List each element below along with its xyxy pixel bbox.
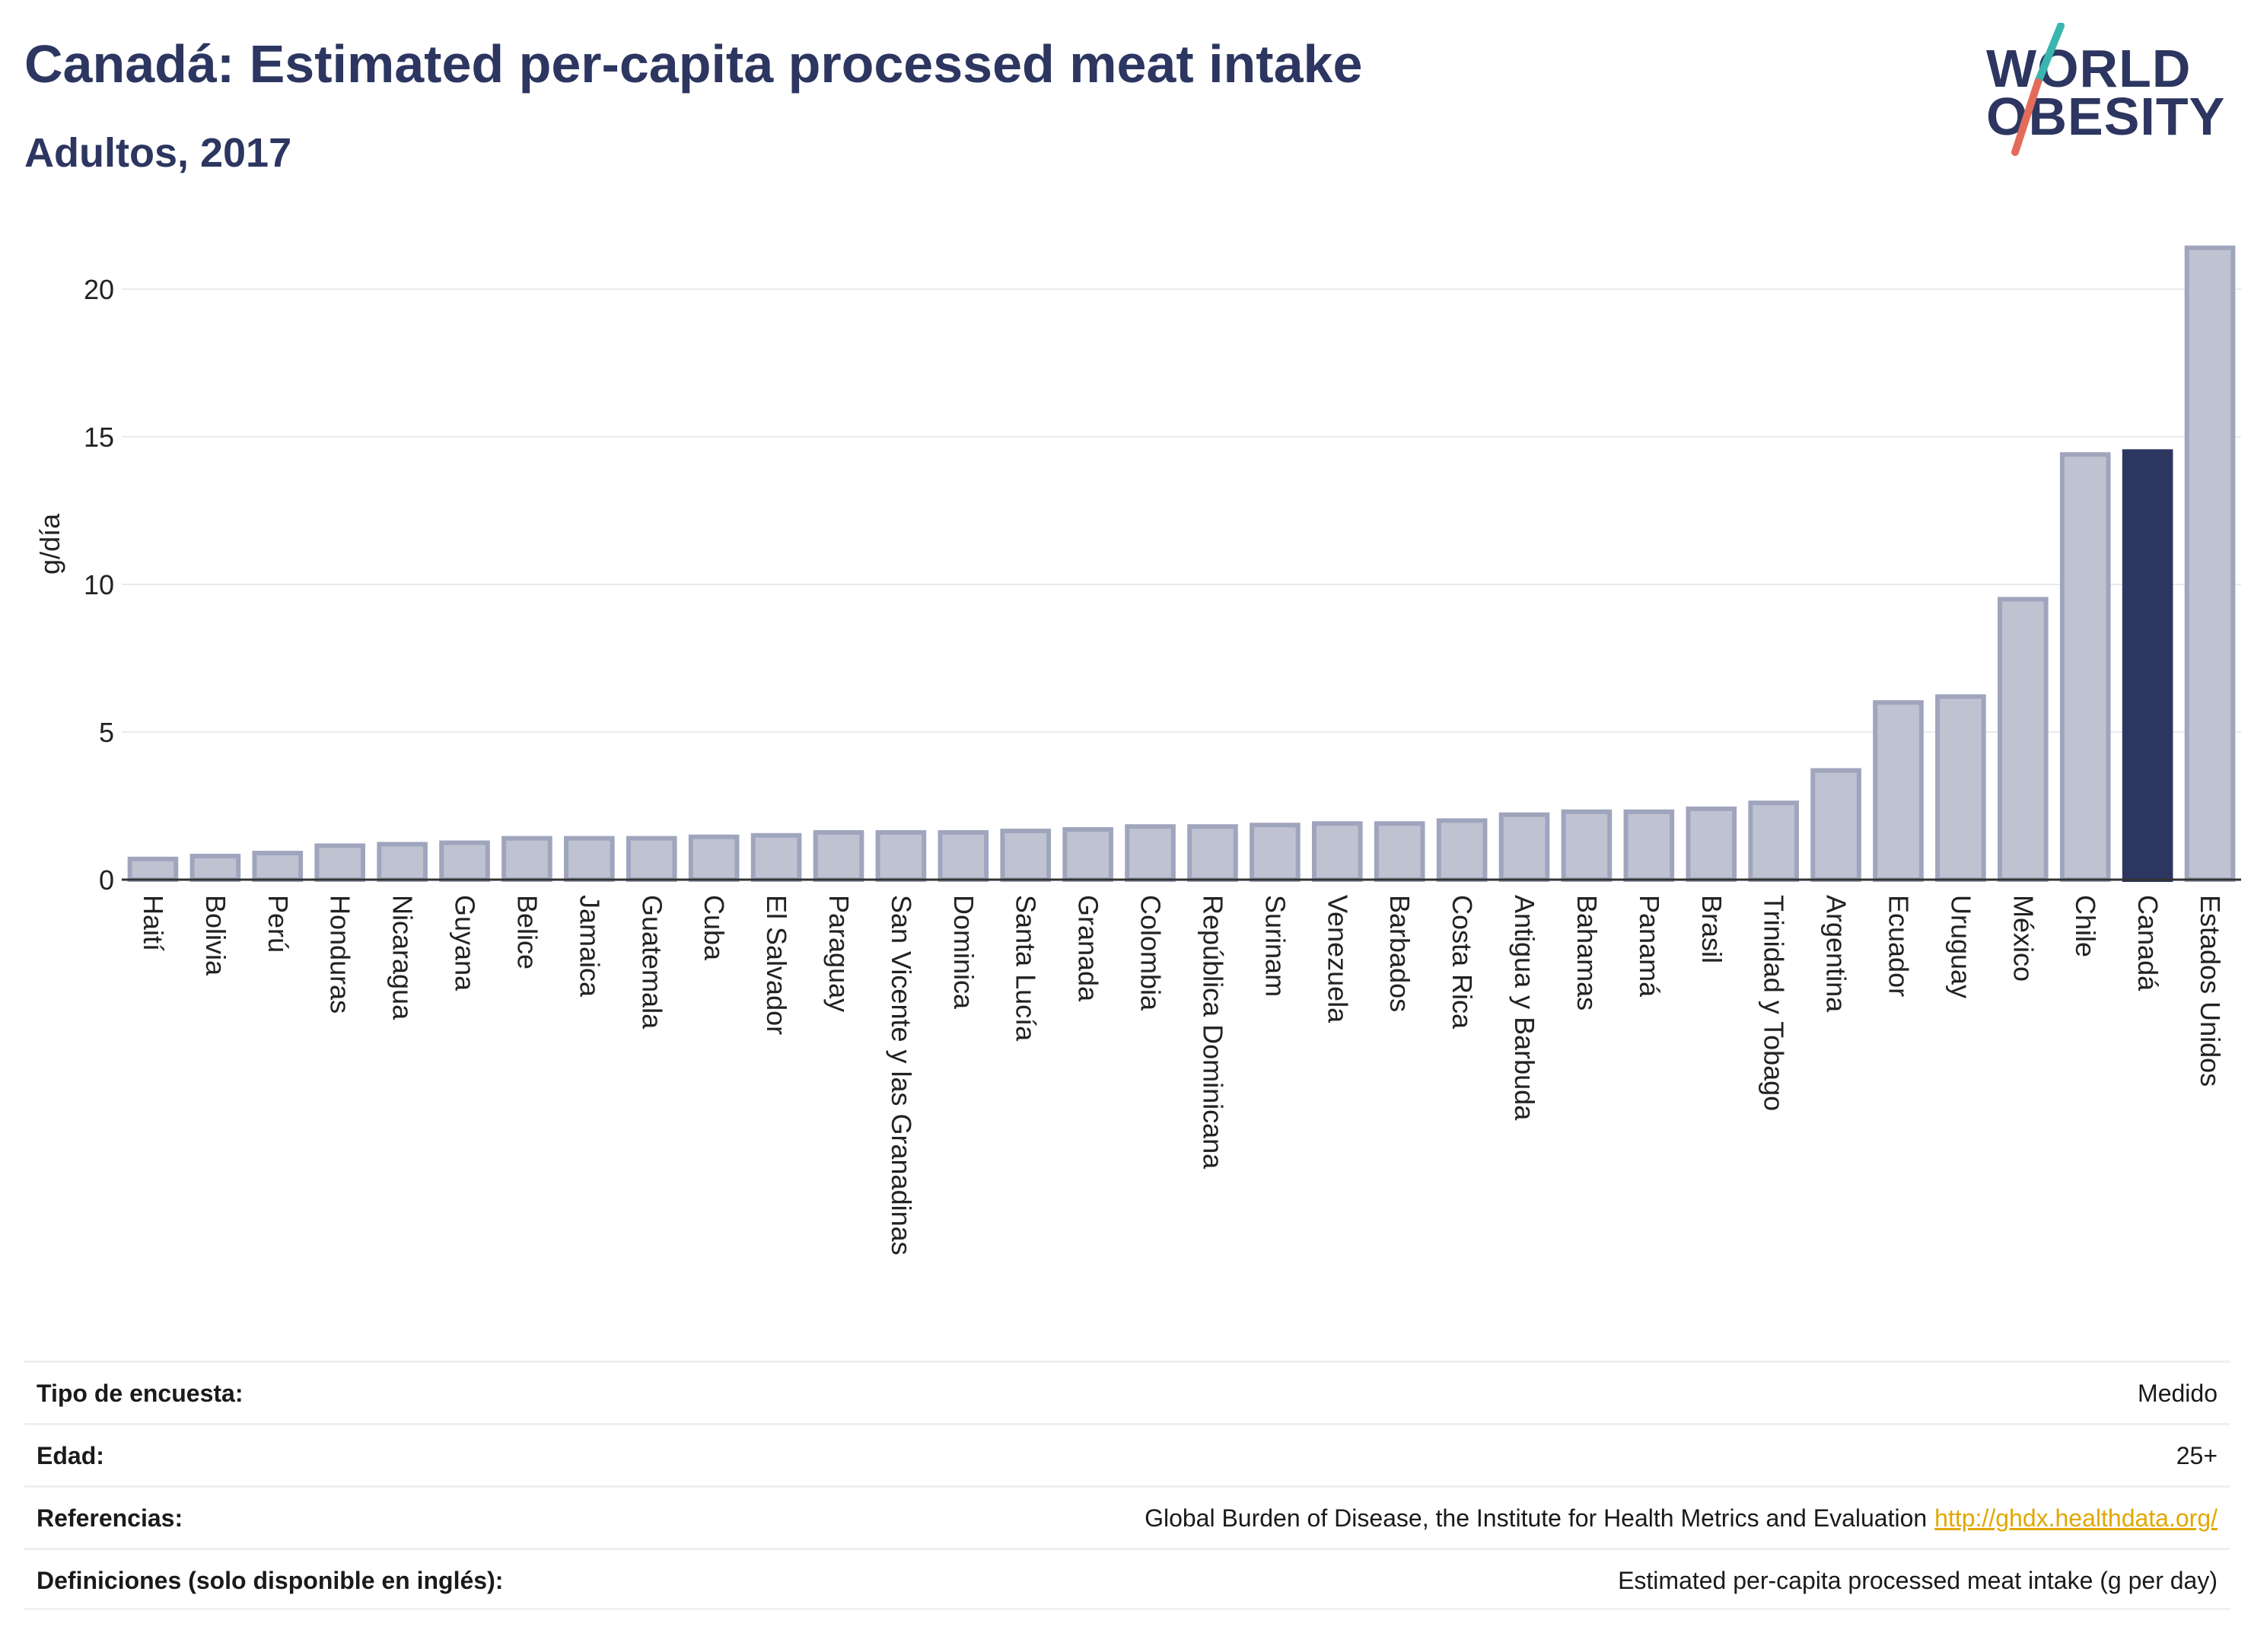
bar	[1311, 821, 1363, 883]
x-tick-label: Cuba	[699, 895, 730, 961]
bar	[1686, 806, 1737, 883]
x-tick-label: Chile	[2070, 895, 2101, 957]
bar	[127, 856, 179, 882]
info-row-references: Referencias: Global Burden of Disease, t…	[24, 1485, 2230, 1548]
reference-link[interactable]: http://ghdx.healthdata.org/	[1934, 1504, 2218, 1532]
bar	[1935, 694, 1986, 882]
x-tick-label: Honduras	[325, 895, 356, 1014]
bar	[1000, 828, 1052, 882]
info-value: Estimated per-capita processed meat inta…	[1618, 1567, 2218, 1594]
bar	[564, 836, 615, 883]
bar	[2059, 452, 2111, 882]
chart-title: Canadá: Estimated per-capita processed m…	[24, 34, 1363, 94]
info-label: Referencias:	[37, 1504, 183, 1532]
x-tick-label: Brasil	[1696, 895, 1727, 963]
x-tick-label: Jamaica	[574, 895, 605, 998]
x-tick-label: Guyana	[450, 895, 481, 992]
bar	[1998, 597, 2049, 883]
x-tick-label: Granada	[1073, 895, 1104, 1002]
info-value: 25+	[2176, 1442, 2218, 1469]
x-tick-label: Dominica	[948, 895, 979, 1010]
bar	[377, 842, 428, 882]
info-row-definitions: Definiciones (solo disponible en inglés)…	[24, 1548, 2230, 1610]
reference-text: Global Burden of Disease, the Institute …	[1145, 1504, 1928, 1532]
bar	[1623, 809, 1675, 883]
bar	[1748, 801, 1799, 882]
bar-chart: 0 5 10 15 20 Haití Bolivia Perú Honduras Nicaragu…	[34, 245, 2241, 1256]
y-tick-label: 20	[84, 274, 114, 305]
x-tick-label: Barbados	[1384, 895, 1415, 1012]
x-tick-label: El Salvador	[761, 895, 792, 1035]
bar	[1250, 823, 1301, 882]
y-tick-label: 15	[84, 422, 114, 453]
bar-highlight	[2122, 449, 2173, 882]
x-tick-label: Argentina	[1821, 895, 1852, 1013]
info-label: Edad:	[37, 1442, 104, 1469]
bar	[1062, 827, 1113, 883]
bar	[1873, 700, 1924, 883]
x-tick-label: Belice	[511, 895, 543, 969]
logo-text-world: WORLD	[1986, 39, 2192, 98]
bar	[813, 829, 864, 883]
bar	[2184, 245, 2236, 882]
bar	[626, 836, 677, 883]
bar	[1810, 768, 1861, 882]
x-tick-label: Guatemala	[636, 895, 667, 1030]
x-tick-label: Nicaragua	[387, 895, 419, 1020]
bar	[501, 836, 552, 883]
info-value: Global Burden of Disease, the Institute …	[1145, 1504, 2218, 1533]
x-tick-label: Bolivia	[200, 895, 231, 976]
x-tick-label: Venezuela	[1322, 895, 1353, 1023]
bar	[938, 829, 989, 883]
y-tick-label: 0	[99, 864, 114, 896]
x-tick-label: Trinidad y Tobago	[1759, 895, 1790, 1111]
x-tick-label: Paraguay	[823, 895, 855, 1012]
bar	[1498, 812, 1550, 883]
bar	[314, 843, 365, 883]
info-value: Medido	[2138, 1380, 2218, 1407]
info-label: Tipo de encuesta:	[37, 1380, 244, 1407]
bar	[252, 851, 304, 882]
info-label: Definiciones (solo disponible en inglés)…	[37, 1567, 504, 1594]
grid-lines	[122, 288, 2241, 733]
info-row-age: Edad: 25+	[24, 1423, 2230, 1485]
x-tick-label: Perú	[263, 895, 294, 953]
x-tick-label: Haití	[138, 895, 169, 951]
bars	[127, 245, 2236, 883]
y-axis-label: g/día	[34, 513, 65, 575]
axes: 0 5 10 15 20 Haití Bolivia Perú Honduras Nicaragu…	[84, 274, 2241, 1256]
bar	[1561, 809, 1613, 883]
bar	[750, 832, 802, 883]
x-tick-label: Costa Rica	[1447, 895, 1478, 1030]
x-tick-label: Canadá	[2132, 895, 2163, 992]
bar	[1187, 824, 1238, 883]
world-obesity-logo[interactable]: WORLD OBESITY	[1979, 23, 2237, 160]
bar	[688, 834, 740, 882]
bar	[1374, 821, 1425, 883]
x-tick-label: República Dominicana	[1197, 895, 1228, 1170]
bar	[1125, 824, 1176, 883]
x-tick-label: Panamá	[1634, 895, 1665, 998]
y-tick-label: 10	[84, 569, 114, 600]
x-tick-label: Ecuador	[1883, 895, 1914, 997]
x-tick-label: México	[2007, 895, 2039, 982]
bar	[1436, 818, 1488, 883]
chart-subtitle: Adultos, 2017	[24, 130, 292, 176]
bar	[439, 840, 490, 882]
x-tick-label: Uruguay	[1945, 895, 1976, 998]
x-tick-label: Antigua y Barbuda	[1509, 895, 1540, 1121]
x-tick-label: Bahamas	[1571, 895, 1603, 1011]
x-tick-label: Estados Unidos	[2195, 895, 2226, 1087]
x-tick-label: San Vicente y las Granadinas	[886, 895, 917, 1256]
x-tick-label: Colombia	[1135, 895, 1167, 1011]
info-table: Tipo de encuesta: Medido Edad: 25+ Refer…	[24, 1361, 2230, 1610]
x-tick-label: Santa Lucía	[1011, 895, 1042, 1042]
x-tick-label: Surinam	[1259, 895, 1291, 997]
y-tick-label: 5	[99, 717, 114, 748]
bar	[189, 853, 241, 882]
info-row-survey-type: Tipo de encuesta: Medido	[24, 1361, 2230, 1423]
logo-slash-icon	[2011, 23, 2065, 156]
bar	[875, 829, 927, 883]
